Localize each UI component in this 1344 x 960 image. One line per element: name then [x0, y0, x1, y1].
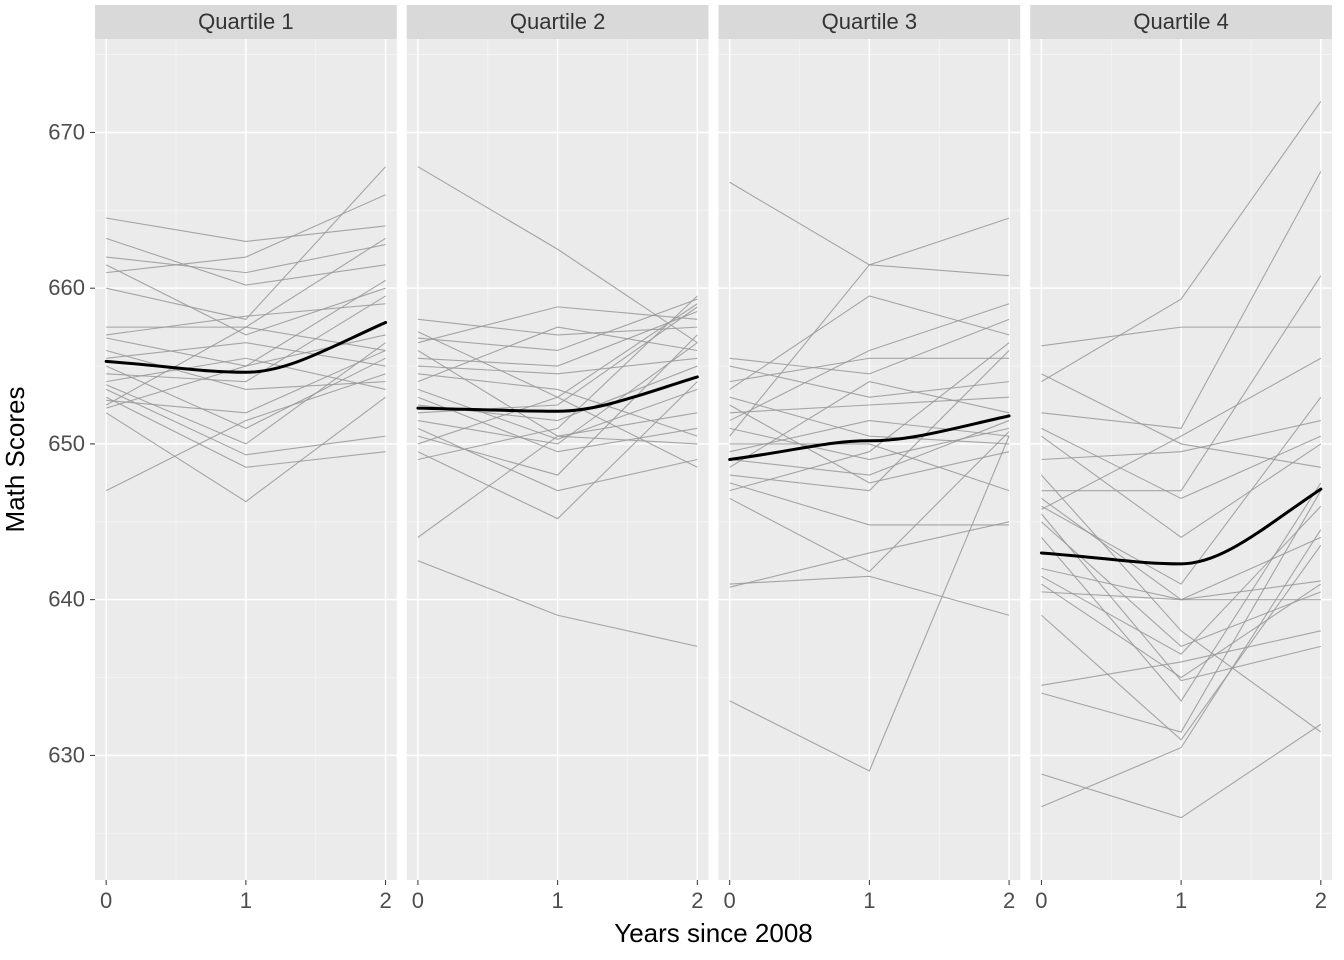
y-axis-label: Math Scores	[0, 387, 30, 533]
x-tick-label: 2	[1315, 888, 1327, 913]
facet-strip-label: Quartile 1	[198, 9, 293, 34]
x-tick-label: 0	[100, 888, 112, 913]
x-tick-label: 1	[552, 888, 564, 913]
x-tick-label: 2	[691, 888, 703, 913]
y-tick-label: 630	[48, 742, 85, 767]
x-tick-label: 1	[240, 888, 252, 913]
x-tick-label: 2	[1003, 888, 1015, 913]
x-tick-label: 2	[379, 888, 391, 913]
facet-strip-label: Quartile 2	[510, 9, 605, 34]
facet-strip-label: Quartile 4	[1133, 9, 1228, 34]
facet-strip-label: Quartile 3	[822, 9, 917, 34]
y-tick-label: 670	[48, 119, 85, 144]
x-tick-label: 0	[1035, 888, 1047, 913]
x-tick-label: 1	[1175, 888, 1187, 913]
y-tick-label: 640	[48, 587, 85, 612]
x-tick-label: 1	[863, 888, 875, 913]
y-tick-label: 660	[48, 275, 85, 300]
y-tick-label: 650	[48, 431, 85, 456]
x-tick-label: 0	[412, 888, 424, 913]
facet-line-chart: Math Scores Years since 2008 630 640 650 660 6…	[0, 0, 1344, 960]
x-axis-label: Years since 2008	[614, 918, 813, 948]
x-tick-label: 0	[724, 888, 736, 913]
